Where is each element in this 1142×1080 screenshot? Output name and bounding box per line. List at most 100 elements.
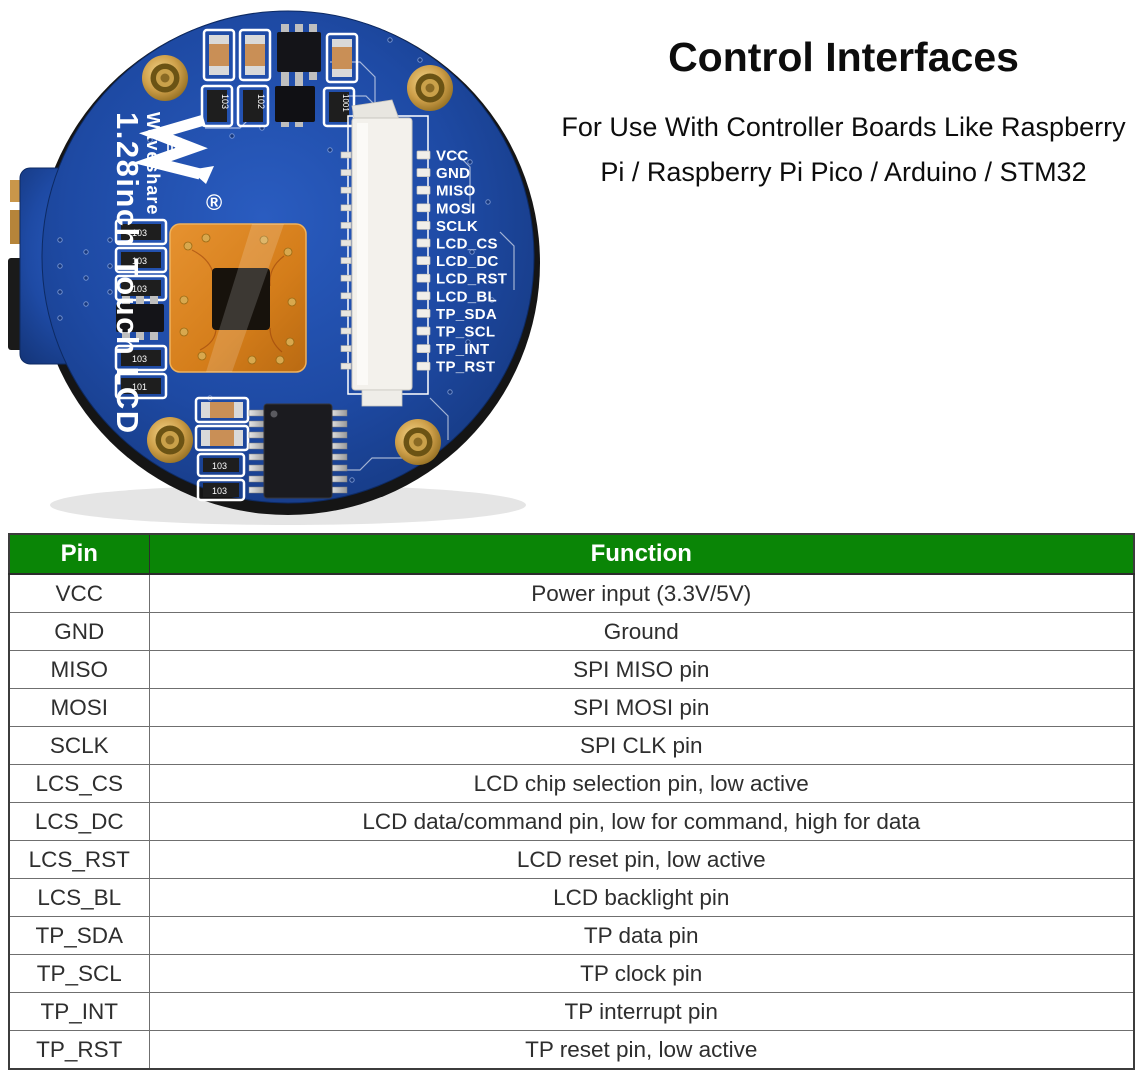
- board-pin-label: MISO: [436, 183, 476, 200]
- subtitle-line-1: For Use With Controller Boards Like Rasp…: [561, 112, 1126, 142]
- function-cell: SPI MOSI pin: [148, 688, 1135, 727]
- board-pin-label: SCLK: [436, 218, 478, 235]
- page-title: Control Interfaces: [668, 34, 1019, 80]
- function-cell: LCD data/command pin, low for command, h…: [148, 802, 1135, 841]
- table-row: MISO SPI MISO pin: [8, 650, 1135, 689]
- column-header-function: Function: [148, 533, 1135, 575]
- resistor: 103: [196, 452, 246, 478]
- table-row: TP_SDA TP data pin: [8, 916, 1135, 955]
- pin-cell: MOSI: [8, 688, 150, 727]
- touch-flex-module: [169, 223, 307, 373]
- standoff: [147, 417, 193, 463]
- standoff: [395, 419, 441, 465]
- resistor-label: 103: [132, 284, 147, 294]
- function-cell: LCD reset pin, low active: [148, 840, 1135, 879]
- function-cell: TP clock pin: [148, 954, 1135, 993]
- subtitle-line-2: Pi / Raspberry Pi Pico / Arduino / STM32: [600, 157, 1087, 187]
- capacitor: [238, 28, 272, 82]
- standoff: [142, 55, 188, 101]
- pin-function-table-wrap: Pin Function VCC Power input (3.3V/5V) GN…: [8, 533, 1135, 1070]
- flex-gloss: [206, 224, 284, 372]
- board-pin-label: GND: [436, 165, 470, 182]
- product-text: 1.28inch Touch LCD: [110, 112, 145, 435]
- board-photo: 103 102 1001 103: [0, 0, 570, 535]
- table-row: GND Ground: [8, 612, 1135, 651]
- tab-gold-contact: [10, 180, 20, 202]
- tab-gold-contact: [10, 210, 20, 244]
- resistor-label: 103: [212, 461, 227, 471]
- resistor: 103: [114, 218, 168, 246]
- pin-cell: TP_INT: [8, 992, 150, 1031]
- circuit-traces: [205, 61, 515, 471]
- resistor-label: 1001: [341, 94, 350, 112]
- brand-text: Waveshare: [143, 112, 163, 215]
- capacitor: [194, 396, 250, 424]
- via-dots: [57, 37, 495, 483]
- table-row: LCS_CS LCD chip selection pin, low active: [8, 764, 1135, 803]
- table-row: LCS_RST LCD reset pin, low active: [8, 840, 1135, 879]
- pin-cell: GND: [8, 612, 150, 651]
- touch-controller-chip: [212, 268, 270, 330]
- resistor-label: 101: [132, 382, 147, 392]
- resistor: 101: [114, 372, 168, 400]
- resistor: 103: [114, 344, 168, 372]
- board-pin-label: LCD_CS: [436, 236, 498, 253]
- board-pin-label: LCD_DC: [436, 253, 499, 270]
- header-block: Control Interfaces For Use With Controll…: [545, 34, 1142, 195]
- waveshare-logo-icon: [132, 114, 214, 184]
- function-cell: LCD backlight pin: [148, 878, 1135, 917]
- table-row: VCC Power input (3.3V/5V): [8, 573, 1135, 613]
- column-header-pin: Pin: [8, 533, 150, 575]
- function-cell: SPI CLK pin: [148, 726, 1135, 765]
- table-row: LCS_BL LCD backlight pin: [8, 878, 1135, 917]
- pin-cell: MISO: [8, 650, 150, 689]
- table-row: TP_SCL TP clock pin: [8, 954, 1135, 993]
- pin-cell: TP_SDA: [8, 916, 150, 955]
- sot23-ic: [116, 296, 164, 340]
- capacitor: [202, 28, 236, 82]
- function-cell: Ground: [148, 612, 1135, 651]
- table-row: MOSI SPI MOSI pin: [8, 688, 1135, 727]
- table-row: SCLK SPI CLK pin: [8, 726, 1135, 765]
- board-pin-label: TP_RST: [436, 359, 495, 376]
- function-cell: TP reset pin, low active: [148, 1030, 1135, 1070]
- function-cell: TP interrupt pin: [148, 992, 1135, 1031]
- board-pin-label: TP_INT: [436, 341, 489, 358]
- pin-cell: TP_RST: [8, 1030, 150, 1070]
- table-row: LCS_DC LCD data/command pin, low for comm…: [8, 802, 1135, 841]
- capacitor: [194, 424, 250, 452]
- board-pin-label: LCD_RST: [436, 271, 507, 288]
- pin-cell: VCC: [8, 573, 150, 613]
- resistor-label: 103: [132, 228, 147, 238]
- pin-cell: LCS_BL: [8, 878, 150, 917]
- pin-cell: SCLK: [8, 726, 150, 765]
- pin-cell: LCS_RST: [8, 840, 150, 879]
- resistor: 103: [196, 478, 246, 502]
- resistor: 102: [236, 84, 270, 128]
- board-pin-label: VCC: [436, 148, 469, 165]
- pcb-illustration: 103 102 1001 103: [8, 10, 540, 525]
- sot23-ic: [277, 24, 321, 80]
- standoff: [407, 65, 453, 111]
- board-pin-label: TP_SDA: [436, 306, 497, 323]
- table-header-row: Pin Function: [8, 533, 1135, 575]
- board-pin-label: MOSI: [436, 200, 476, 217]
- pin-cell: TP_SCL: [8, 954, 150, 993]
- resistor-label: 103: [132, 256, 147, 266]
- function-cell: SPI MISO pin: [148, 650, 1135, 689]
- resistor: 103: [114, 246, 168, 274]
- resistor-label: 103: [132, 354, 147, 364]
- function-cell: TP data pin: [148, 916, 1135, 955]
- function-cell: Power input (3.3V/5V): [148, 573, 1135, 613]
- connector-pins: [340, 150, 431, 371]
- table-row: TP_INT TP interrupt pin: [8, 992, 1135, 1031]
- pin-function-table: Pin Function VCC Power input (3.3V/5V) GN…: [8, 533, 1135, 1070]
- table-row: TP_RST TP reset pin, low active: [8, 1030, 1135, 1070]
- board-pin-label: TP_SCL: [436, 324, 495, 341]
- sot23-ic: [275, 80, 315, 127]
- resistor: 103: [200, 84, 234, 128]
- soic16-chip: [248, 403, 348, 499]
- resistor-label: 102: [256, 94, 266, 109]
- function-cell: LCD chip selection pin, low active: [148, 764, 1135, 803]
